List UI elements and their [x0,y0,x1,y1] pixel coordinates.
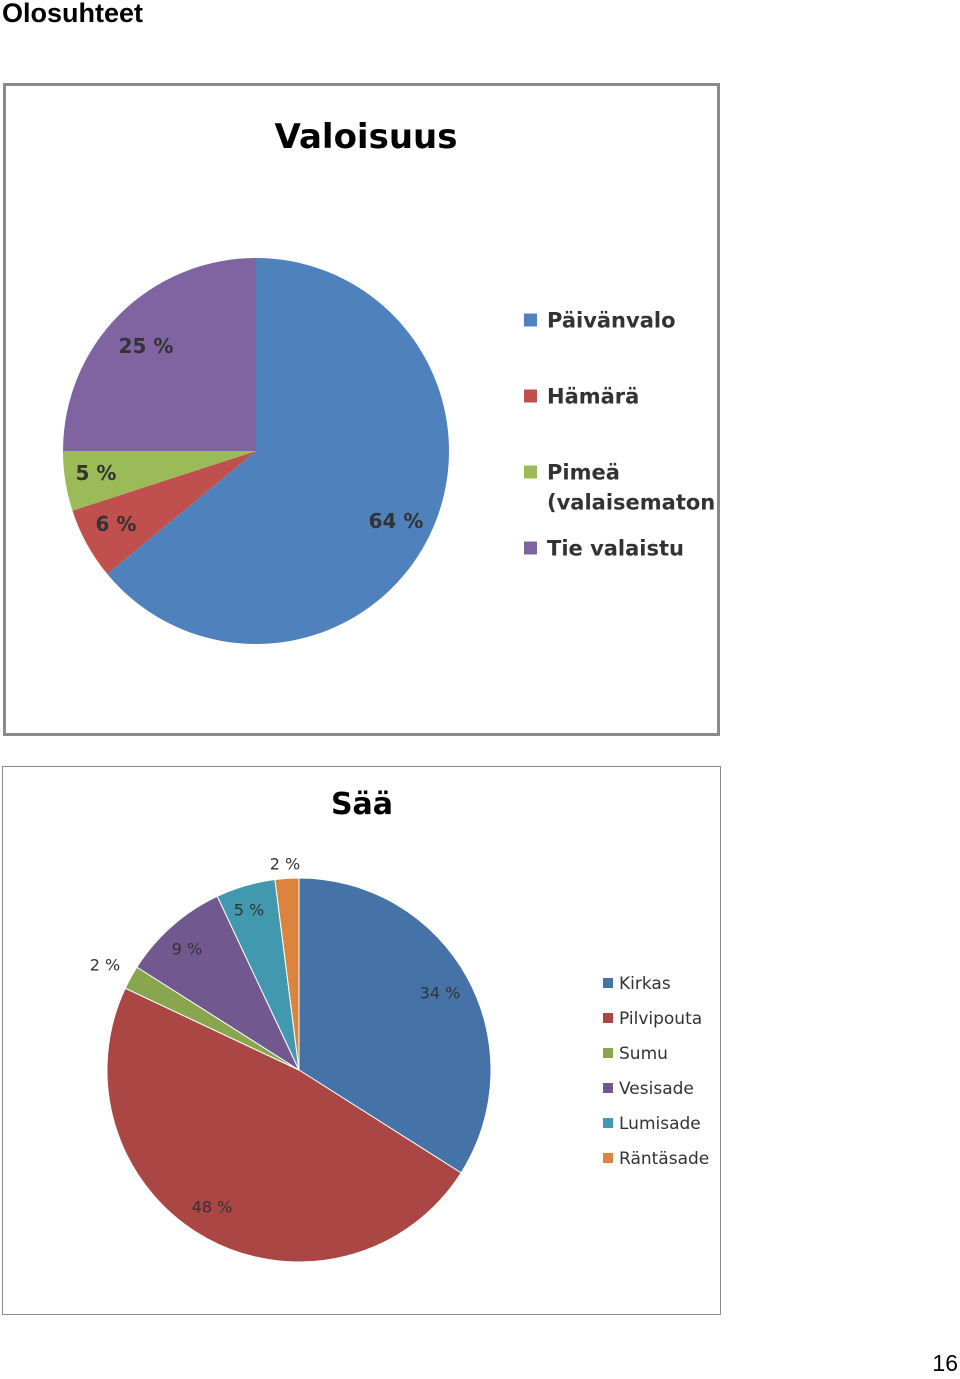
legend-label-paivanvalo: Päivänvalo [547,309,676,333]
data-label-hamara: 6 % [96,512,137,536]
legend-swatch-tie-valaistu [524,541,537,555]
legend-label-pimea-valaisematon: (valaisematon) [547,491,717,515]
legend-swatch-lumisade [603,1118,613,1128]
data-label-pilvipouta: 48 % [192,1198,233,1217]
legend-label-lumisade: Lumisade [619,1114,701,1134]
data-label-kirkas: 34 % [420,984,461,1003]
legend-label-hamara: Hämärä [547,385,639,409]
chart-title: Sää [331,787,393,822]
pie-slice-rantasade [274,877,300,1071]
legend-swatch-kirkas [603,978,613,988]
legend-label-rantasade: Räntäsade [619,1149,709,1169]
legend-label-vesisade: Vesisade [619,1079,694,1099]
saa-pie-svg: Sää 34 % 48 % 2 % 9 % 5 % 2 % Kirkas Pilvipouta S… [90,787,709,1263]
data-label-paivanvalo: 64 % [369,509,424,533]
legend-label-sumu: Sumu [619,1044,668,1064]
data-label-pimea-valaisematon: 5 % [76,461,117,485]
valoisuus-chart: Valoisuus 64 % 6 % 5 % 25 % Päivänvalo Hämärä P… [3,83,720,736]
pie-slice-pimea-valaisematon [63,451,256,511]
pie-slice-paivanvalo [107,258,450,645]
pie-slice-hamara [72,451,256,575]
legend-label-tie-valaistu: Tie valaistu [547,537,684,561]
page-title: Olosuhteet [2,0,144,28]
chart-title: Valoisuus [275,117,458,157]
legend-swatch-paivanvalo [524,313,537,327]
data-label-rantasade: 2 % [270,855,300,874]
pie-slice-kirkas [298,877,492,1174]
saa-chart: Sää 34 % 48 % 2 % 9 % 5 % 2 % Kirkas Pilvipouta S… [2,766,721,1315]
data-label-sumu: 2 % [90,956,120,975]
page-number: 16 [932,1350,958,1376]
legend-swatch-pilvipouta [603,1013,613,1023]
legend-swatch-hamara [524,389,537,403]
data-label-lumisade: 5 % [234,901,264,920]
legend-label-pimea-valaisematon: Pimeä [547,461,620,485]
pie-slice-pilvipouta [106,987,462,1263]
legend-swatch-sumu [603,1048,613,1058]
data-label-vesisade: 9 % [172,940,202,959]
pie-slice-vesisade [136,895,301,1072]
legend-swatch-pimea-valaisematon [524,465,537,479]
legend-label-pilvipouta: Pilvipouta [619,1009,702,1029]
legend-swatch-vesisade [603,1083,613,1093]
pie-slice-tie-valaistu [63,258,256,451]
valoisuus-pie-svg: Valoisuus 64 % 6 % 5 % 25 % Päivänvalo Hämärä P… [63,117,717,645]
legend-swatch-rantasade [603,1153,613,1163]
legend-label-kirkas: Kirkas [619,974,671,994]
data-label-tie-valaistu: 25 % [119,334,174,358]
